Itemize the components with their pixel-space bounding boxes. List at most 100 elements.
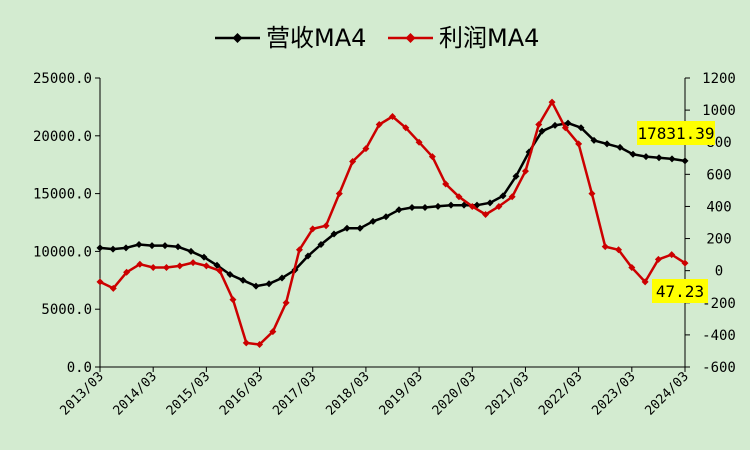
data-point-revenue [642, 153, 650, 161]
data-point-revenue [226, 271, 234, 279]
data-point-profit [96, 278, 104, 286]
x-tick-label: 2015/03 [164, 369, 213, 418]
data-point-profit [202, 262, 210, 270]
data-point-profit [149, 263, 157, 271]
data-point-profit [229, 296, 237, 304]
data-point-profit [282, 299, 290, 307]
data-point-profit [668, 251, 676, 259]
data-point-profit [535, 121, 543, 129]
data-point-revenue [200, 253, 208, 261]
y-right-tick-label: 1000 [702, 103, 736, 119]
data-point-revenue [122, 244, 130, 252]
data-point-profit [256, 341, 264, 349]
data-point-revenue [564, 119, 572, 127]
data-point-profit [628, 263, 636, 271]
y-right-tick-label: 1200 [702, 71, 736, 87]
data-point-revenue [174, 243, 182, 251]
data-point-revenue [278, 274, 286, 282]
data-point-profit [468, 202, 476, 210]
legend-marker-profit [405, 33, 416, 43]
data-point-profit [521, 167, 529, 175]
data-point-profit [681, 259, 689, 267]
data-point-profit [561, 124, 569, 132]
data-point-revenue [330, 230, 338, 238]
data-point-profit [588, 190, 596, 198]
data-point-profit [309, 225, 317, 233]
data-point-revenue [395, 206, 403, 214]
data-point-revenue [148, 242, 156, 250]
series-line-revenue [99, 121, 686, 288]
annotation-bg-profit [652, 279, 708, 303]
y-left-tick-label: 20000.0 [33, 129, 92, 145]
data-point-profit [162, 263, 170, 271]
x-tick-label: 2023/03 [589, 369, 638, 418]
legend-label-profit: 利润MA4 [439, 24, 539, 52]
x-tick-label: 2024/03 [642, 369, 691, 418]
data-point-profit [575, 140, 583, 148]
data-point-revenue [629, 150, 637, 158]
data-point-revenue [668, 155, 676, 163]
data-point-revenue [681, 157, 689, 165]
data-point-profit [601, 243, 609, 251]
y-right-tick-label: 600 [706, 167, 731, 183]
data-point-revenue [447, 201, 455, 209]
data-point-profit [495, 202, 503, 210]
y-left-tick-label: 25000.0 [33, 71, 92, 87]
y-right-tick-label: 200 [706, 232, 731, 248]
data-point-revenue [161, 242, 169, 250]
x-tick-label: 2021/03 [483, 369, 532, 418]
data-point-profit [442, 180, 450, 188]
data-point-revenue [369, 217, 377, 225]
data-point-revenue [577, 124, 585, 132]
data-point-revenue [356, 224, 364, 232]
data-point-revenue [187, 247, 195, 255]
data-point-profit [508, 193, 516, 201]
annotation-revenue-last: 17831.39 [637, 124, 714, 143]
data-point-revenue [343, 224, 351, 232]
x-tick-label: 2013/03 [57, 369, 106, 418]
data-point-profit [322, 222, 330, 230]
data-point-revenue [96, 244, 104, 252]
data-point-revenue [616, 143, 624, 151]
legend-label-revenue: 营收MA4 [266, 24, 366, 52]
data-point-revenue [109, 245, 117, 253]
y-right-tick-label: 0 [715, 264, 723, 280]
data-point-profit [216, 267, 224, 275]
data-point-profit [136, 260, 144, 268]
x-tick-label: 2014/03 [111, 369, 160, 418]
series-layer [96, 98, 689, 349]
data-point-revenue [551, 121, 559, 129]
x-tick-label: 2019/03 [377, 369, 426, 418]
data-point-profit [335, 190, 343, 198]
data-point-revenue [434, 202, 442, 210]
data-point-profit [189, 259, 197, 267]
legend: 营收MA4 利润MA4 [215, 24, 539, 52]
data-point-revenue [265, 280, 273, 288]
data-point-revenue [252, 282, 260, 290]
data-point-revenue [486, 199, 494, 207]
data-point-revenue [590, 136, 598, 144]
data-point-profit [415, 138, 423, 146]
y-left-tick-label: 5000.0 [41, 302, 92, 318]
data-point-revenue [382, 213, 390, 221]
data-point-profit [641, 278, 649, 286]
y-right-tick-label: -400 [702, 328, 736, 344]
data-point-revenue [239, 276, 247, 284]
data-point-profit [389, 113, 396, 121]
data-point-revenue [317, 240, 325, 248]
x-tick-label: 2018/03 [323, 369, 372, 418]
data-point-revenue [655, 154, 663, 162]
x-tick-label: 2017/03 [270, 369, 319, 418]
x-tick-label: 2022/03 [536, 369, 585, 418]
data-point-profit [402, 124, 410, 132]
data-point-revenue [538, 127, 546, 135]
data-point-profit [362, 145, 370, 153]
data-point-revenue [213, 261, 221, 269]
annotation-bg-revenue [637, 121, 715, 145]
data-point-profit [349, 157, 357, 165]
data-point-profit [295, 246, 303, 254]
x-tick-label: 2016/03 [217, 369, 266, 418]
data-point-profit [654, 255, 662, 263]
legend-marker-revenue [232, 33, 243, 43]
